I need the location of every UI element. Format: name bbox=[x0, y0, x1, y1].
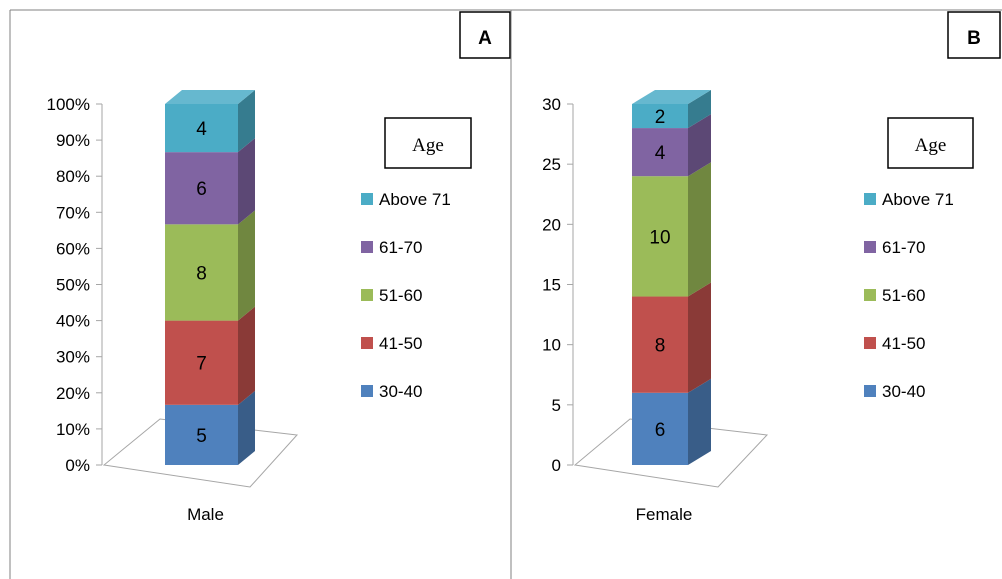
legend-title: Age bbox=[915, 135, 947, 156]
bar-segment: 5 bbox=[165, 390, 255, 465]
bar-segment: 8 bbox=[632, 282, 711, 393]
bar-segment: 6 bbox=[165, 138, 255, 225]
bar-segment: 6 bbox=[632, 378, 711, 465]
legend-item-label: Above 71 bbox=[882, 190, 954, 209]
chart-floor bbox=[102, 418, 299, 488]
legend-item-label: 61-70 bbox=[882, 238, 925, 257]
y-tick-label: 30 bbox=[542, 95, 561, 114]
legend-item-label: 51-60 bbox=[379, 286, 422, 305]
bar-value-label: 4 bbox=[655, 143, 666, 164]
bar-segment-side bbox=[238, 390, 255, 465]
legend-item-label: 30-40 bbox=[882, 382, 925, 401]
legend-swatch bbox=[864, 289, 876, 301]
y-tick-label: 60% bbox=[56, 239, 90, 258]
bar-segment-side bbox=[688, 162, 711, 297]
panel-label-box bbox=[459, 11, 511, 59]
legend-swatch bbox=[361, 289, 373, 301]
y-tick-label: 5 bbox=[552, 396, 561, 415]
legend-title: Age bbox=[412, 135, 444, 156]
y-tick-label: 15 bbox=[542, 276, 561, 295]
bar-segment-front bbox=[632, 176, 688, 297]
y-tick-label: 90% bbox=[56, 131, 90, 150]
bar-segment-side bbox=[238, 210, 255, 321]
bar-segment-side bbox=[688, 114, 711, 177]
y-tick-label: 30% bbox=[56, 348, 90, 367]
bar-segment-side bbox=[238, 90, 255, 153]
y-tick-label: 70% bbox=[56, 203, 90, 222]
bar-segment: 10 bbox=[632, 162, 711, 297]
y-tick-label: 20 bbox=[542, 215, 561, 234]
legend-swatch bbox=[864, 193, 876, 205]
bar-segment-side bbox=[688, 282, 711, 393]
legend-item-label: 30-40 bbox=[379, 382, 422, 401]
y-tick-label: 25 bbox=[542, 155, 561, 174]
legend-swatch bbox=[864, 241, 876, 253]
bar-segment-front bbox=[632, 128, 688, 177]
panel-label: B bbox=[967, 28, 981, 49]
bar-value-label: 4 bbox=[196, 119, 207, 140]
bar-segment-front bbox=[632, 296, 688, 393]
y-tick-label: 100% bbox=[47, 95, 90, 114]
legend-title-box bbox=[887, 117, 974, 169]
bar-segment: 4 bbox=[165, 90, 255, 153]
y-tick-label: 20% bbox=[56, 384, 90, 403]
bar-value-label: 5 bbox=[196, 426, 207, 447]
legend-swatch bbox=[864, 337, 876, 349]
legend-swatch bbox=[361, 193, 373, 205]
bar-value-label: 6 bbox=[196, 179, 207, 200]
legend-item-label: Above 71 bbox=[379, 190, 451, 209]
bar-segment-front bbox=[632, 104, 688, 129]
legend-item-label: 41-50 bbox=[379, 334, 422, 353]
bar-value-label: 2 bbox=[655, 107, 666, 128]
legend-swatch bbox=[361, 241, 373, 253]
legend-item-label: 61-70 bbox=[379, 238, 422, 257]
y-tick-label: 40% bbox=[56, 312, 90, 331]
category-label: Male bbox=[187, 505, 224, 524]
bar-segment: 7 bbox=[165, 306, 255, 405]
bar-segment-front bbox=[165, 320, 238, 405]
y-tick-label: 0% bbox=[65, 456, 90, 475]
bar-value-label: 7 bbox=[196, 354, 207, 375]
panel-label: A bbox=[478, 28, 492, 49]
chart-floor bbox=[573, 418, 769, 488]
bar-segment-side bbox=[688, 378, 711, 465]
bar-segment-front bbox=[165, 404, 238, 465]
bar-segment-front bbox=[632, 392, 688, 465]
bar-segment-front bbox=[165, 152, 238, 225]
bar-top-face bbox=[165, 90, 255, 104]
bar-segment: 2 bbox=[632, 90, 711, 129]
bar-value-label: 8 bbox=[655, 336, 666, 357]
legend-swatch bbox=[864, 385, 876, 397]
bar-segment: 4 bbox=[632, 114, 711, 177]
bar-segment-side bbox=[238, 138, 255, 225]
bar-value-label: 6 bbox=[655, 420, 666, 441]
y-tick-label: 50% bbox=[56, 276, 90, 295]
y-tick-label: 10% bbox=[56, 420, 90, 439]
legend-title-box bbox=[384, 117, 472, 169]
bar-segment-front bbox=[165, 104, 238, 153]
bar-value-label: 10 bbox=[649, 227, 670, 248]
bar-segment-front bbox=[165, 224, 238, 321]
panel-label-box bbox=[947, 11, 1001, 59]
legend-item-label: 41-50 bbox=[882, 334, 925, 353]
y-tick-label: 80% bbox=[56, 167, 90, 186]
category-label: Female bbox=[636, 505, 693, 524]
y-tick-label: 0 bbox=[552, 456, 561, 475]
bar-segment: 8 bbox=[165, 210, 255, 321]
y-tick-label: 10 bbox=[542, 336, 561, 355]
bar-value-label: 8 bbox=[196, 263, 207, 284]
legend-item-label: 51-60 bbox=[882, 286, 925, 305]
bar-segment-side bbox=[238, 306, 255, 405]
bar-segment-side bbox=[688, 90, 711, 129]
legend-swatch bbox=[361, 337, 373, 349]
legend-swatch bbox=[361, 385, 373, 397]
bar-top-face bbox=[632, 90, 711, 104]
